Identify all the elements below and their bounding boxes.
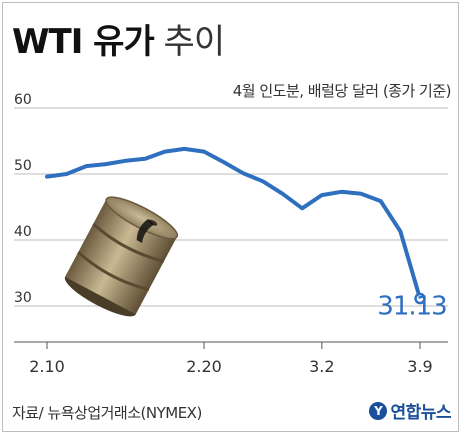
wti-price-line [45, 146, 422, 301]
y-tick-label: 40 [14, 224, 32, 240]
chart-frame [2, 2, 459, 432]
x-tick-label: 2.20 [186, 357, 222, 376]
chart-title: WTI 유가 추이 [12, 14, 226, 63]
logo-mark-icon: Y [369, 401, 388, 420]
chart-title-bold: WTI 유가 [12, 22, 155, 62]
y-tick-label: 60 [14, 92, 32, 108]
y-tick-label: 30 [14, 290, 32, 306]
last-value-label: 31.13 [377, 292, 446, 322]
oil-barrel-illustration [64, 196, 179, 317]
y-tick-label: 50 [14, 158, 32, 174]
data-source: 자료/ 뉴욕상업거래소(NYMEX) [12, 404, 202, 422]
last-data-point [414, 292, 426, 305]
yonhap-logo: Y 연합뉴스 [369, 398, 451, 423]
x-tick-label: 3.2 [309, 357, 334, 376]
chart-subtitle: 4월 인도분, 배럴당 달러 (종가 기준) [232, 82, 452, 100]
chart-title-rest: 추이 [153, 22, 226, 62]
x-tick-label: 2.10 [29, 357, 65, 376]
x-tick-label: 3.9 [407, 357, 432, 376]
logo-text: 연합뉴스 [390, 403, 451, 423]
